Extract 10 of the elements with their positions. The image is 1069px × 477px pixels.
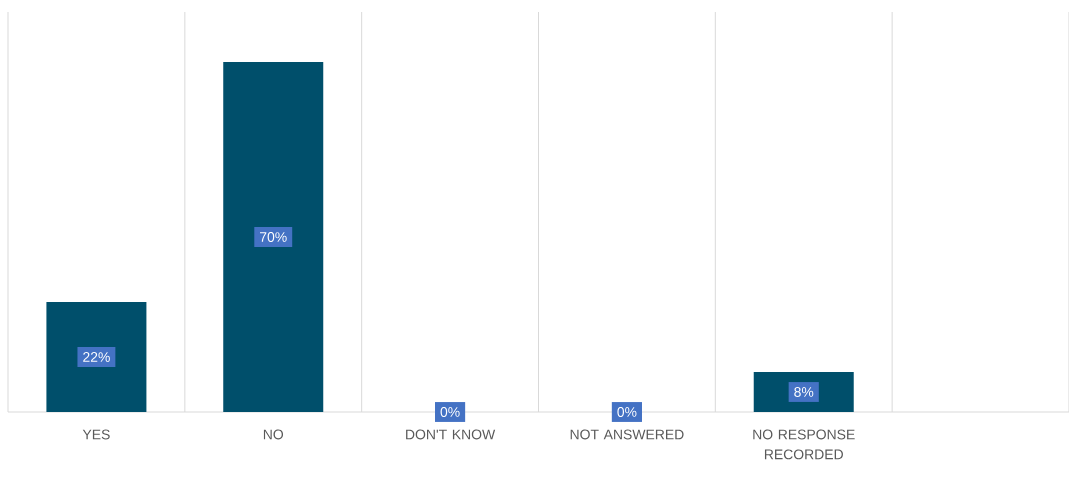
x-tick-label: NOT ANSWERED xyxy=(570,429,684,440)
x-tick-label: NO xyxy=(263,429,284,440)
data-label: 0% xyxy=(440,407,460,417)
data-label: 70% xyxy=(260,232,287,242)
data-label: 22% xyxy=(83,352,110,362)
data-label: 0% xyxy=(617,407,637,417)
x-tick-label: NO RESPONSE RECORDED xyxy=(753,429,855,460)
x-tick-label: DON'T KNOW xyxy=(406,429,496,440)
x-tick-label: YES xyxy=(82,429,110,440)
data-label: 8% xyxy=(794,387,814,397)
